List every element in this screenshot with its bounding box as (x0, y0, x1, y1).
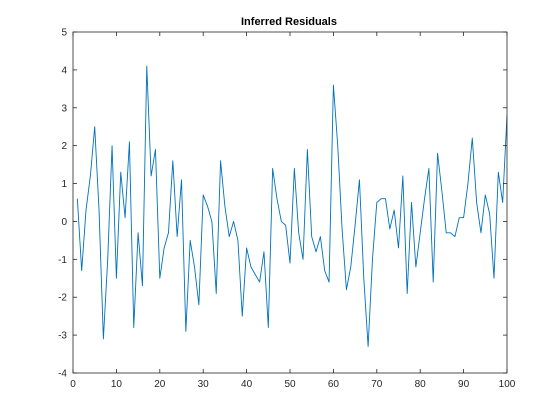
y-tick-label: 0 (61, 217, 67, 228)
y-tick-label: 1 (61, 179, 67, 190)
y-axis: -4 -3 -2 -1 0 1 2 3 4 5 (58, 28, 507, 380)
x-tick-label: 60 (328, 379, 340, 390)
x-tick-label: 40 (241, 379, 253, 390)
x-tick-label: 20 (154, 379, 166, 390)
x-tick-label: 10 (111, 379, 123, 390)
residuals-series-line (76, 65, 508, 347)
x-axis: 0 10 20 30 40 50 60 70 80 90 100 (70, 32, 516, 390)
x-tick-label: 50 (284, 379, 296, 390)
y-tick-label: -1 (58, 255, 67, 266)
y-tick-label: -2 (58, 293, 67, 304)
y-tick-label: -4 (58, 369, 67, 380)
y-tick-label: 3 (61, 103, 67, 114)
y-tick-label: -3 (58, 331, 67, 342)
axes-box (72, 31, 508, 374)
y-tick-label: 5 (61, 28, 67, 39)
y-tick-label: 4 (61, 65, 67, 76)
x-tick-label: 0 (70, 379, 76, 390)
plot-area (76, 65, 508, 347)
x-tick-label: 80 (415, 379, 427, 390)
y-tick-label: 2 (61, 141, 67, 152)
x-tick-label: 30 (198, 379, 210, 390)
x-tick-label: 100 (499, 379, 516, 390)
chart-title: Inferred Residuals (241, 16, 337, 28)
x-tick-label: 90 (458, 379, 470, 390)
x-tick-label: 70 (371, 379, 383, 390)
